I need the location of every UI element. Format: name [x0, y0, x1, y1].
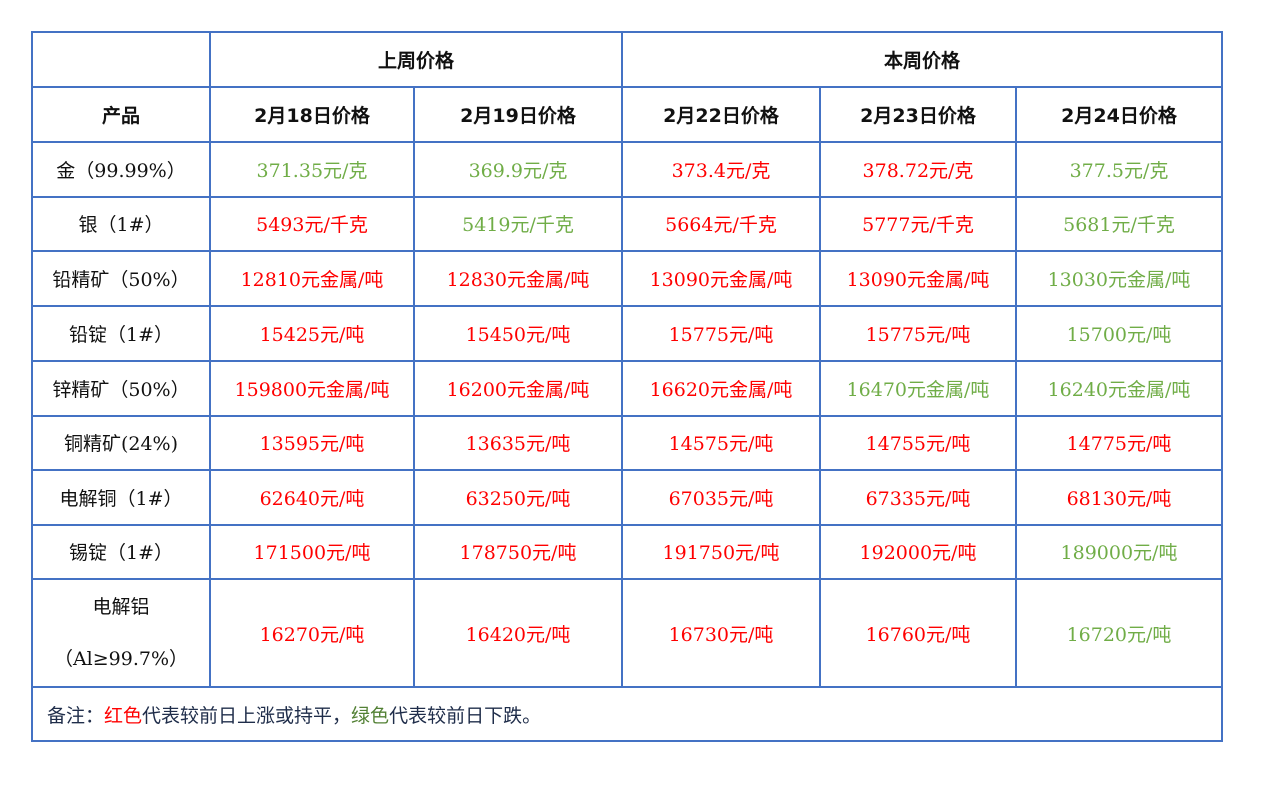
price-cell: 16470元金属/吨: [819, 359, 1017, 417]
note: 备注：红色代表较前日上涨或持平，绿色代表较前日下跌。: [31, 686, 1223, 742]
product-name: 锡锭（1#）: [31, 523, 211, 580]
product-name: 电解铜（1#）: [31, 469, 211, 526]
price-cell: 5777元/千克: [819, 195, 1017, 252]
price-cell: 12830元金属/吨: [413, 250, 623, 307]
date-header: 2月24日价格: [1015, 86, 1223, 143]
table-row: 电解铜（1#） 62640元/吨 63250元/吨 67035元/吨 67335元/吨 6…: [31, 469, 1223, 526]
price-cell: 16760元/吨: [819, 578, 1017, 688]
price-cell: 14775元/吨: [1015, 414, 1223, 471]
price-cell: 13090元金属/吨: [621, 250, 821, 307]
note-mid: 代表较前日上涨或持平，: [142, 704, 352, 727]
price-cell: 369.9元/克: [413, 141, 623, 198]
price-cell: 5419元/千克: [413, 195, 623, 252]
price-cell: 15425元/吨: [209, 304, 415, 362]
table-row: 铜精矿(24%) 13595元/吨 13635元/吨 14575元/吨 14755元/吨…: [31, 414, 1223, 471]
date-header: 2月22日价格: [621, 86, 821, 143]
price-cell: 159800元金属/吨: [209, 359, 415, 417]
note-green: 绿色: [351, 704, 390, 727]
price-cell: 171500元/吨: [209, 523, 415, 580]
price-cell: 14575元/吨: [621, 414, 821, 471]
price-cell: 67035元/吨: [621, 469, 821, 526]
price-cell: 178750元/吨: [413, 523, 623, 580]
price-cell: 15775元/吨: [819, 304, 1017, 362]
product-name: 金（99.99%）: [31, 141, 211, 198]
table-row: 铅精矿（50%） 12810元金属/吨 12830元金属/吨 13090元金属/吨 13…: [31, 250, 1223, 307]
last-week-header: 上周价格: [209, 31, 623, 88]
price-cell: 5493元/千克: [209, 195, 415, 252]
price-cell: 15775元/吨: [621, 304, 821, 362]
product-name: 铜精矿(24%): [31, 414, 211, 471]
price-cell: 189000元/吨: [1015, 523, 1223, 580]
product-name: 铅锭（1#）: [31, 304, 211, 362]
price-cell: 373.4元/克: [621, 141, 821, 198]
price-cell: 15450元/吨: [413, 304, 623, 362]
price-cell: 16620元金属/吨: [621, 359, 821, 417]
price-cell: 62640元/吨: [209, 469, 415, 526]
date-header: 2月19日价格: [413, 86, 623, 143]
note-red: 红色: [104, 704, 143, 727]
note-prefix: 备注：: [47, 704, 105, 727]
price-cell: 13030元金属/吨: [1015, 250, 1223, 307]
table-row: 锌精矿（50%） 159800元金属/吨 16200元金属/吨 16620元金属/吨 1…: [31, 359, 1223, 417]
product-name: 电解铝（Al≥99.7%）: [31, 578, 211, 688]
price-cell: 371.35元/克: [209, 141, 415, 198]
product-name: 银（1#）: [31, 195, 211, 252]
price-cell: 16730元/吨: [621, 578, 821, 688]
price-cell: 5664元/千克: [621, 195, 821, 252]
product-name: 铅精矿（50%）: [31, 250, 211, 307]
table-row: 锡锭（1#） 171500元/吨 178750元/吨 191750元/吨 192000元…: [31, 523, 1223, 580]
price-cell: 16420元/吨: [413, 578, 623, 688]
price-cell: 377.5元/克: [1015, 141, 1223, 198]
date-header: 2月18日价格: [209, 86, 415, 143]
price-cell: 67335元/吨: [819, 469, 1017, 526]
note-suffix: 代表较前日下跌。: [389, 704, 542, 727]
corner-cell: [31, 31, 211, 88]
price-cell: 14755元/吨: [819, 414, 1017, 471]
price-cell: 13090元金属/吨: [819, 250, 1017, 307]
date-header: 2月23日价格: [819, 86, 1017, 143]
price-cell: 16200元金属/吨: [413, 359, 623, 417]
price-cell: 68130元/吨: [1015, 469, 1223, 526]
price-cell: 12810元金属/吨: [209, 250, 415, 307]
price-cell: 13595元/吨: [209, 414, 415, 471]
price-cell: 16270元/吨: [209, 578, 415, 688]
price-cell: 16720元/吨: [1015, 578, 1223, 688]
price-cell: 5681元/千克: [1015, 195, 1223, 252]
price-cell: 192000元/吨: [819, 523, 1017, 580]
price-table: 上周价格 本周价格 产品 2月18日价格 2月19日价格 2月22日价格 2月2…: [31, 31, 1223, 742]
table-row: 铅锭（1#） 15425元/吨 15450元/吨 15775元/吨 15775元/吨 15…: [31, 304, 1223, 362]
this-week-header: 本周价格: [621, 31, 1223, 88]
table-row: 银（1#） 5493元/千克 5419元/千克 5664元/千克 5777元/千克 568…: [31, 195, 1223, 252]
price-cell: 13635元/吨: [413, 414, 623, 471]
price-cell: 63250元/吨: [413, 469, 623, 526]
product-header: 产品: [31, 86, 211, 143]
price-cell: 16240元金属/吨: [1015, 359, 1223, 417]
price-cell: 15700元/吨: [1015, 304, 1223, 362]
table-row: 金（99.99%） 371.35元/克 369.9元/克 373.4元/克 378.72…: [31, 141, 1223, 198]
table-row: 电解铝（Al≥99.7%） 16270元/吨 16420元/吨 16730元/吨 167…: [31, 578, 1223, 688]
product-name: 锌精矿（50%）: [31, 359, 211, 417]
price-cell: 191750元/吨: [621, 523, 821, 580]
price-cell: 378.72元/克: [819, 141, 1017, 198]
